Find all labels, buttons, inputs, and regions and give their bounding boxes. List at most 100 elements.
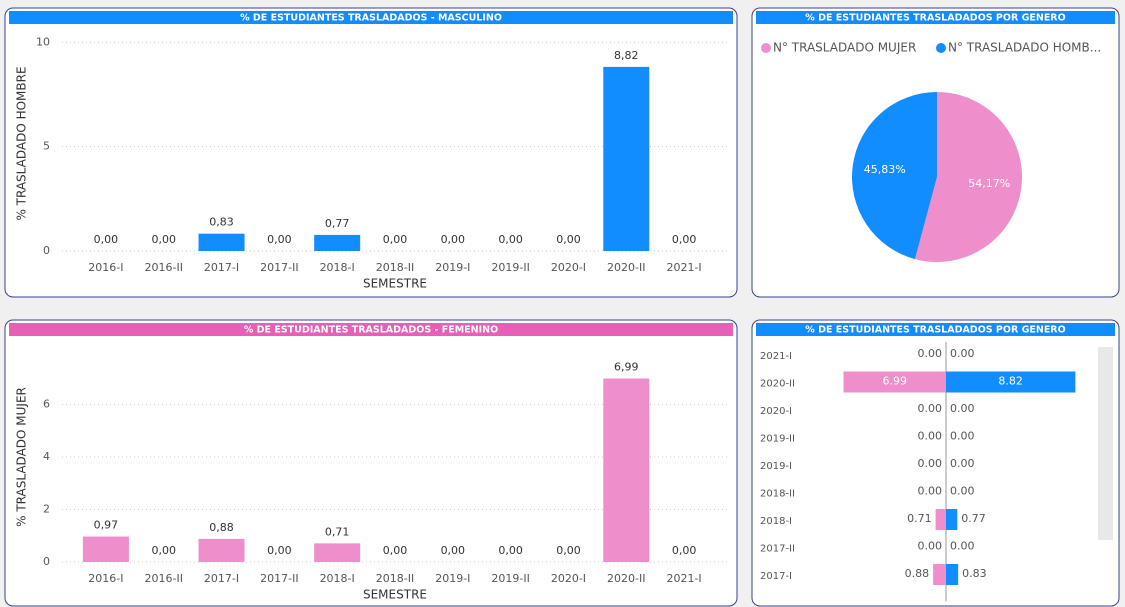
y-tick-label: 2 — [43, 503, 50, 516]
value-label: 0,00 — [672, 544, 697, 557]
x-tick-label: 2016-I — [88, 572, 123, 585]
bar — [946, 564, 959, 585]
x-tick-label: 2017-II — [260, 261, 298, 274]
bar — [946, 371, 1076, 393]
panel — [4, 7, 738, 298]
value-label: 0.00 — [918, 430, 943, 443]
value-label: 0,00 — [441, 544, 466, 557]
value-label: 0.00 — [950, 347, 975, 360]
category-label: 2018-II — [760, 489, 795, 500]
value-label: 0,00 — [556, 233, 581, 246]
value-label: 0,83 — [209, 216, 234, 229]
value-label: 0,88 — [209, 521, 234, 534]
value-label: 0,00 — [151, 544, 176, 557]
value-label: 0.00 — [918, 347, 943, 360]
value-label: 0.00 — [918, 485, 943, 498]
bar — [935, 509, 946, 530]
x-tick-label: 2020-I — [551, 572, 586, 585]
category-label: 2020-II — [760, 379, 795, 390]
value-label: 0,00 — [267, 233, 292, 246]
x-tick-label: 2018-II — [376, 261, 414, 274]
x-tick-label: 2017-I — [204, 261, 239, 274]
x-tick-label: 2019-II — [491, 572, 529, 585]
value-label: 0.00 — [918, 402, 943, 415]
value-label: 0,00 — [441, 233, 466, 246]
value-label: 0.00 — [950, 457, 975, 470]
x-tick-label: 2018-I — [320, 572, 355, 585]
value-label: 0,00 — [498, 544, 523, 557]
x-tick-label: 2019-I — [435, 572, 470, 585]
x-tick-label: 2017-I — [204, 572, 239, 585]
y-tick-label: 0 — [43, 244, 50, 257]
value-label: 0,00 — [383, 544, 408, 557]
x-axis-label: SEMESTRE — [363, 277, 427, 291]
value-label: 0,00 — [383, 233, 408, 246]
value-label: 0,00 — [672, 233, 697, 246]
value-label: 6,99 — [614, 361, 639, 374]
panel-header — [9, 323, 733, 336]
x-tick-label: 2021-I — [666, 572, 701, 585]
value-label: 0.00 — [950, 402, 975, 415]
panel — [4, 319, 738, 607]
x-tick-label: 2016-II — [145, 261, 183, 274]
category-label: 2018-I — [760, 516, 792, 527]
y-tick-label: 4 — [43, 450, 50, 463]
value-label: 8,82 — [614, 49, 639, 62]
x-tick-label: 2018-II — [376, 572, 414, 585]
x-tick-label: 2020-I — [551, 261, 586, 274]
x-tick-label: 2016-I — [88, 261, 123, 274]
value-label: 0.00 — [918, 540, 943, 553]
value-label: 0,77 — [325, 217, 350, 230]
value-label: 8.82 — [998, 375, 1023, 388]
bar — [603, 378, 650, 562]
value-label: 0.71 — [907, 512, 932, 525]
legend-label: N° TRASLADADO MUJER — [773, 41, 916, 55]
panel-header — [756, 11, 1115, 24]
legend-marker — [761, 43, 771, 53]
value-label: 0,97 — [94, 519, 119, 532]
x-tick-label: 2016-II — [145, 572, 183, 585]
bar — [603, 66, 650, 251]
x-tick-label: 2020-II — [607, 261, 645, 274]
value-label: 0.88 — [905, 567, 930, 580]
bar — [946, 509, 958, 530]
value-label: 0.00 — [950, 540, 975, 553]
bar — [314, 543, 361, 562]
panel-header — [9, 11, 733, 24]
y-tick-label: 10 — [36, 35, 50, 48]
chart-title: % DE ESTUDIANTES TRASLADADOS POR GENERO — [805, 325, 1065, 336]
value-label: 0,00 — [498, 233, 523, 246]
y-tick-label: 6 — [43, 398, 50, 411]
scrollbar — [1098, 347, 1113, 540]
value-label: 0,00 — [556, 544, 581, 557]
value-label: 0.00 — [918, 457, 943, 470]
x-tick-label: 2017-II — [260, 572, 298, 585]
pie-slice — [914, 92, 1022, 262]
value-label: 54,17% — [968, 177, 1010, 190]
bar — [933, 564, 946, 585]
x-tick-label: 2021-I — [666, 261, 701, 274]
category-label: 2017-I — [760, 571, 792, 582]
category-label: 2020-I — [760, 406, 792, 417]
x-tick-label: 2019-I — [435, 261, 470, 274]
value-label: 6.99 — [882, 375, 907, 388]
value-label: 0.00 — [950, 430, 975, 443]
value-label: 0.77 — [961, 512, 986, 525]
value-label: 0.00 — [950, 485, 975, 498]
value-label: 0,00 — [94, 233, 119, 246]
bar — [198, 233, 245, 251]
value-label: 0,00 — [267, 544, 292, 557]
bar — [314, 234, 361, 251]
bar — [843, 371, 946, 393]
bar — [198, 538, 245, 562]
pie-slice — [852, 92, 937, 260]
value-label: 45,83% — [864, 163, 906, 176]
legend-marker — [936, 43, 946, 53]
chart-title: % DE ESTUDIANTES TRASLADADOS POR GENERO — [805, 13, 1065, 24]
value-label: 0,71 — [325, 525, 350, 538]
chart-title: % DE ESTUDIANTES TRASLADADOS - FEMENINO — [244, 325, 498, 336]
bar — [82, 536, 129, 562]
y-axis-label: % TRASLADADO MUJER — [15, 387, 29, 527]
x-tick-label: 2018-I — [320, 261, 355, 274]
panel-header — [756, 323, 1115, 336]
